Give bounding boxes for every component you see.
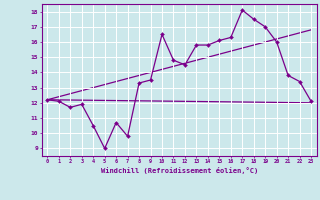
X-axis label: Windchill (Refroidissement éolien,°C): Windchill (Refroidissement éolien,°C) [100, 167, 258, 174]
